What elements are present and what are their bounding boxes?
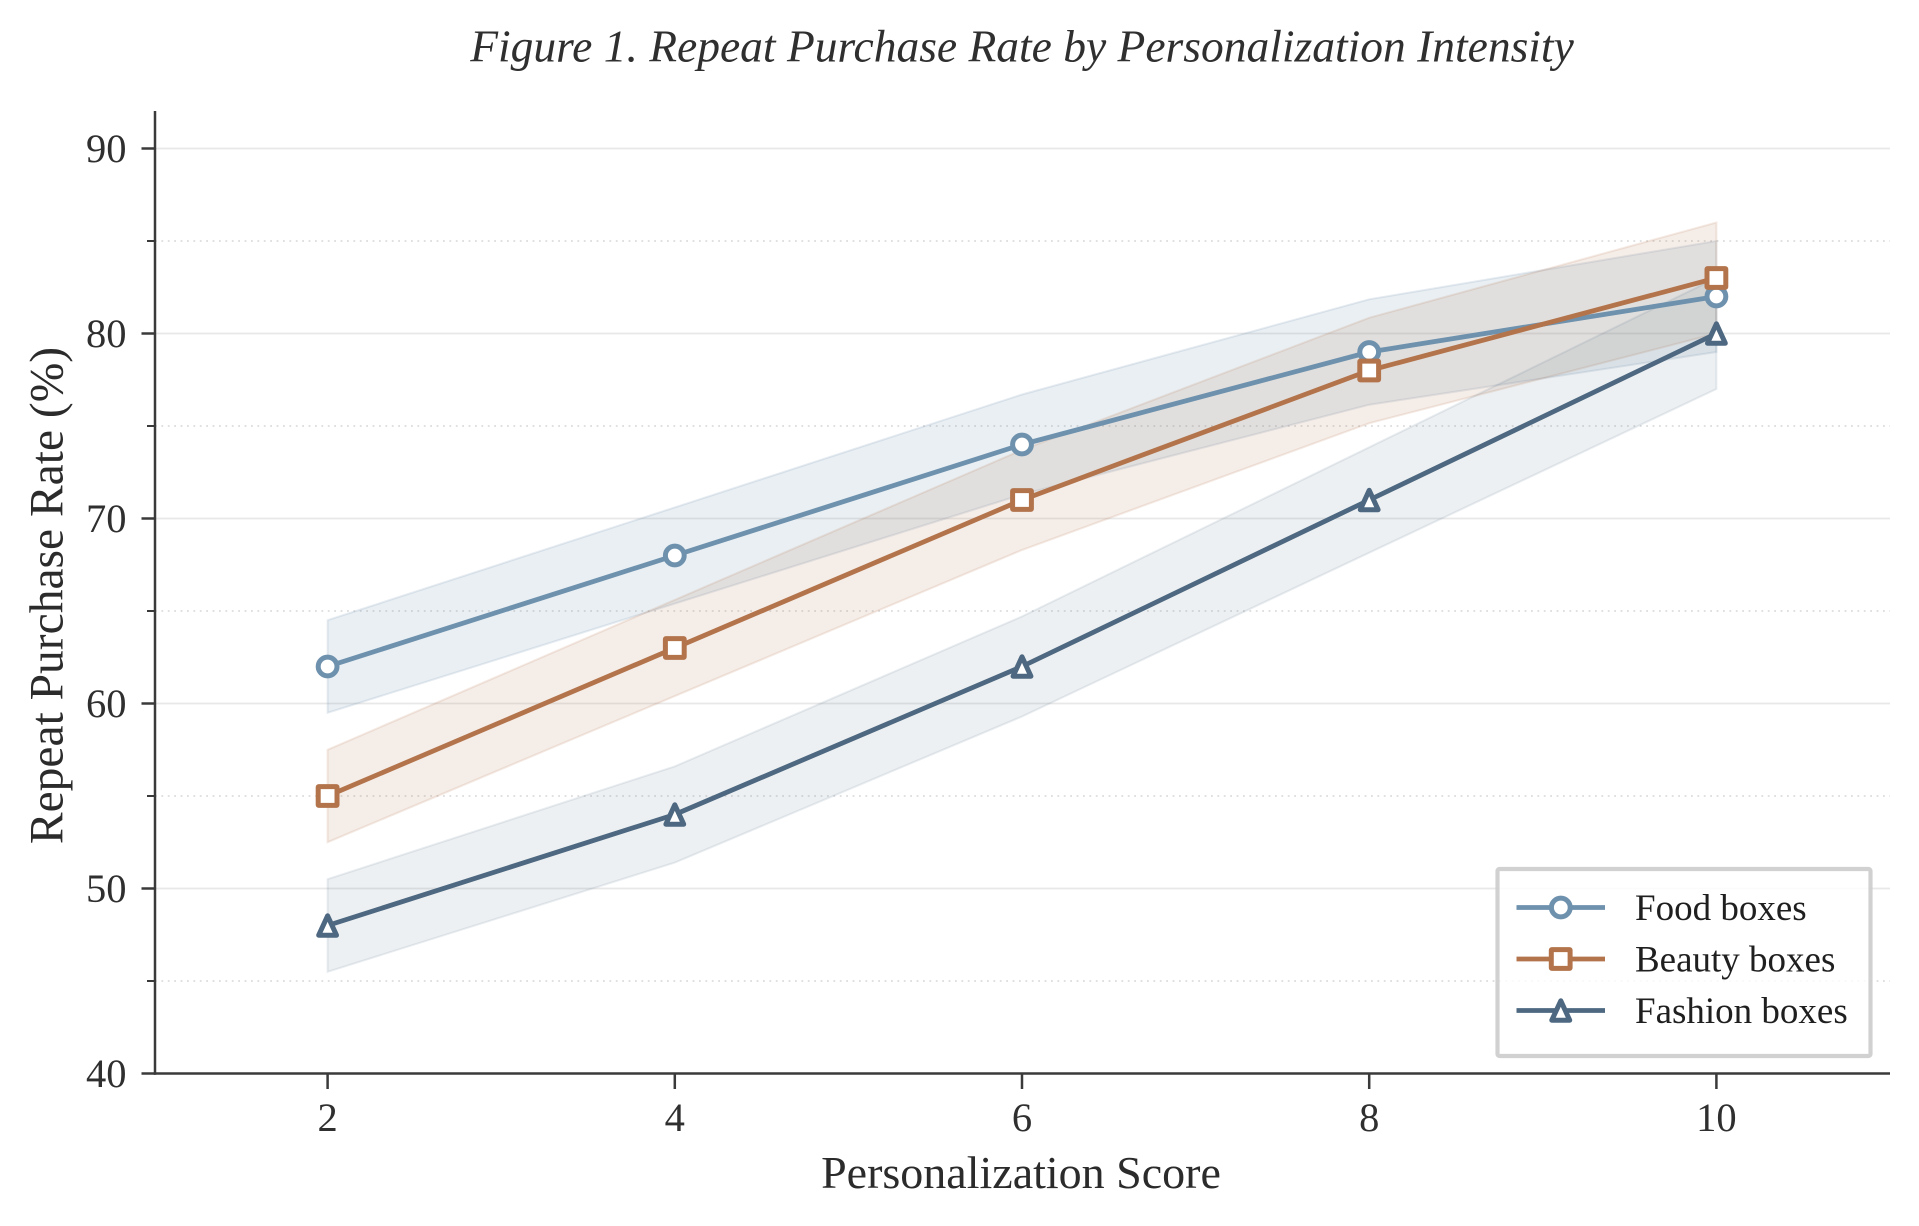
svg-text:Fashion boxes: Fashion boxes <box>1635 991 1848 1032</box>
svg-text:80: 80 <box>86 311 127 356</box>
svg-text:4: 4 <box>665 1095 685 1140</box>
svg-text:6: 6 <box>1012 1095 1032 1140</box>
svg-text:Food boxes: Food boxes <box>1635 888 1807 929</box>
svg-text:Repeat Purchase Rate (%): Repeat Purchase Rate (%) <box>22 347 74 844</box>
svg-text:60: 60 <box>86 681 127 726</box>
svg-text:Figure 1. Repeat Purchase Rate: Figure 1. Repeat Purchase Rate by Person… <box>469 20 1574 71</box>
svg-text:8: 8 <box>1359 1095 1379 1140</box>
svg-text:Beauty boxes: Beauty boxes <box>1635 940 1835 981</box>
svg-text:2: 2 <box>317 1095 337 1140</box>
svg-text:90: 90 <box>86 126 127 171</box>
svg-text:40: 40 <box>86 1051 127 1096</box>
svg-text:Personalization Score: Personalization Score <box>821 1147 1221 1198</box>
svg-text:50: 50 <box>86 866 127 911</box>
svg-text:10: 10 <box>1696 1095 1737 1140</box>
svg-text:70: 70 <box>86 496 127 541</box>
